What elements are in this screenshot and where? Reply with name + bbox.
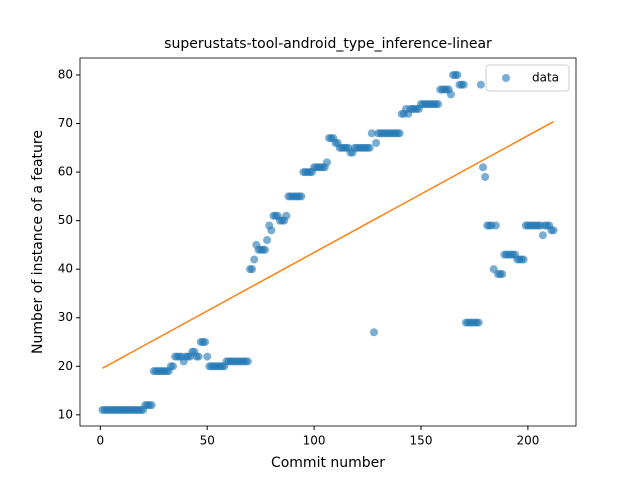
point xyxy=(372,138,381,147)
point xyxy=(434,100,443,109)
point xyxy=(250,255,259,264)
legend-label: data xyxy=(532,71,559,85)
y-tick-label: 40 xyxy=(58,262,73,276)
point xyxy=(491,221,500,230)
x-tick-label: 0 xyxy=(96,434,104,448)
x-axis-label: Commit number xyxy=(271,455,385,471)
point xyxy=(538,231,547,240)
point xyxy=(248,265,257,274)
x-tick-label: 50 xyxy=(200,434,215,448)
point xyxy=(365,143,374,152)
point xyxy=(263,236,272,245)
point xyxy=(169,362,177,371)
fit-line xyxy=(102,120,554,369)
point xyxy=(474,318,483,327)
point xyxy=(367,129,376,138)
plot-frame xyxy=(79,57,577,427)
point xyxy=(322,158,331,167)
point xyxy=(201,338,210,347)
point xyxy=(297,192,306,201)
point xyxy=(549,226,558,235)
point xyxy=(369,328,378,337)
point xyxy=(479,163,487,172)
point xyxy=(147,401,156,410)
point xyxy=(203,352,212,361)
chart-title: superustats-tool-android_type_inference-… xyxy=(164,36,492,52)
point xyxy=(395,129,404,138)
point xyxy=(282,211,291,220)
point xyxy=(243,357,252,366)
point xyxy=(476,80,485,89)
y-tick-label: 50 xyxy=(58,213,73,227)
y-tick-label: 60 xyxy=(58,165,73,179)
point xyxy=(446,90,455,99)
y-tick-label: 70 xyxy=(58,116,73,130)
legend-marker xyxy=(502,74,510,82)
x-tick-label: 150 xyxy=(410,434,433,448)
point xyxy=(267,226,276,235)
point xyxy=(194,352,203,361)
y-tick-label: 30 xyxy=(58,310,73,324)
point xyxy=(481,172,490,181)
legend-box xyxy=(485,64,570,92)
point xyxy=(459,80,468,89)
point xyxy=(453,70,462,79)
y-axis-label: Number of instance of a feature xyxy=(30,130,46,354)
point xyxy=(260,245,269,254)
point xyxy=(519,255,528,264)
y-tick-label: 10 xyxy=(58,407,73,421)
x-tick-label: 200 xyxy=(516,434,539,448)
y-tick-label: 20 xyxy=(58,359,73,373)
x-tick-label: 100 xyxy=(303,434,326,448)
point xyxy=(498,270,507,279)
y-tick-label: 80 xyxy=(58,67,73,81)
